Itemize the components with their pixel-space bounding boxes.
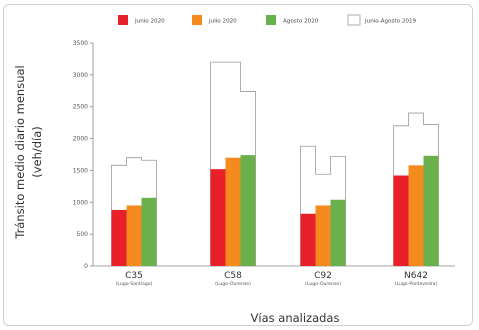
bar <box>111 209 127 266</box>
bars <box>111 155 439 266</box>
bar <box>423 155 439 266</box>
bar <box>210 169 226 266</box>
reference-outlines <box>111 61 439 266</box>
y-tick-label: 3500 <box>73 40 88 47</box>
y-tick-label: 500 <box>77 231 89 238</box>
bar <box>225 157 241 266</box>
category-labels: C35(Lugo-Santiago)C58(Lugo-Ourense)C92(L… <box>116 271 438 287</box>
legend-label: Junio-Agosto 2019 <box>364 19 417 25</box>
y-tick-label: 1000 <box>73 199 88 206</box>
bar <box>126 205 142 266</box>
x-tick-label: N642 <box>404 271 428 281</box>
bar <box>408 165 424 266</box>
legend-label: Julio 2020 <box>208 19 237 25</box>
bar <box>240 155 256 266</box>
legend-swatch <box>347 14 361 26</box>
bar <box>330 199 346 266</box>
bar <box>300 213 316 266</box>
legend-label: Junio 2020 <box>134 19 165 25</box>
x-axis-label: Vías analizadas <box>251 311 340 325</box>
x-tick-sublabel: (Lugo-Ourense) <box>305 281 341 287</box>
legend-swatch <box>192 15 202 25</box>
legend-swatch <box>118 15 128 25</box>
y-tick-label: 0 <box>84 263 88 270</box>
y-axis-label-unit: (veh/día) <box>30 126 44 178</box>
legend-label: Agosto 2020 <box>283 19 319 25</box>
x-tick-sublabel: (Lugo-Ourense) <box>215 281 251 287</box>
x-tick-label: C35 <box>125 271 143 281</box>
x-tick-sublabel: (Lugo-Santiago) <box>116 281 153 287</box>
y-axis-label: Tránsito medio diario mensual <box>13 65 27 240</box>
x-tick-label: C58 <box>224 271 242 281</box>
y-tick-label: 1500 <box>73 167 88 174</box>
bar <box>141 197 157 266</box>
x-tick-sublabel: (Lugo-Pontevedra) <box>395 281 438 287</box>
bar <box>393 175 409 266</box>
legend-swatch <box>266 15 276 25</box>
legend: Junio 2020 Julio 2020 Agosto 2020 Junio-Ago… <box>118 14 417 26</box>
y-tick-label: 3000 <box>73 72 88 79</box>
y-tick-label: 2500 <box>73 104 88 111</box>
bar <box>315 205 331 266</box>
y-tick-label: 2000 <box>73 136 88 143</box>
x-tick-label: C92 <box>314 271 332 281</box>
